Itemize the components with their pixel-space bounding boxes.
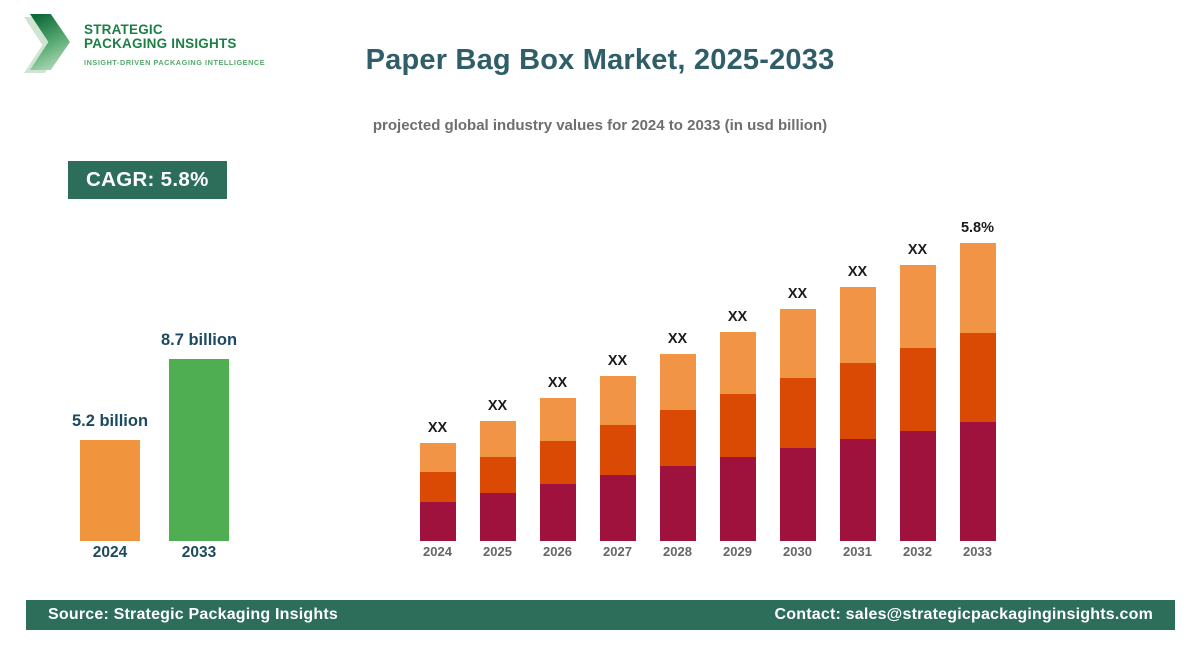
stacked-bar: [419, 443, 456, 541]
chevron-logo-icon: [24, 14, 74, 73]
summary-bar-category-label: 2033: [181, 544, 217, 561]
stacked-bar: [719, 332, 756, 541]
top-segment: [779, 309, 816, 378]
brand-name-line2: PACKAGING INSIGHTS: [84, 36, 237, 51]
bar-value-label: 5.8%: [960, 220, 995, 236]
top-segment: [599, 376, 636, 425]
middle-segment: [599, 425, 636, 475]
bottom-segment: [659, 466, 696, 541]
top-segment: [899, 265, 936, 348]
bottom-segment: [479, 493, 516, 541]
bar-category-label: 2031: [843, 544, 872, 559]
summary-bar-category-label: 2024: [92, 544, 128, 561]
middle-segment: [539, 441, 576, 484]
bottom-segment: [899, 431, 936, 541]
bar-value-label: XX: [727, 309, 748, 325]
middle-segment: [419, 472, 456, 502]
brand-tagline: INSIGHT-DRIVEN PACKAGING INTELLIGENCE: [84, 58, 266, 67]
bar-category-label: 2032: [903, 544, 932, 559]
summary-bar-2033: [169, 359, 229, 541]
stacked-bar-group-2027: XX 2027: [599, 353, 636, 559]
stacked-bar-group-2028: XX 2028: [659, 331, 696, 559]
bar-category-label: 2033: [963, 544, 992, 559]
bar-value-label: XX: [547, 375, 568, 391]
summary-bar-value-label: 8.7 billion: [160, 331, 238, 349]
stacked-bar: [479, 421, 516, 541]
bottom-segment: [779, 448, 816, 541]
summary-bar-2024: [80, 440, 140, 541]
top-segment: [419, 443, 456, 472]
brand-logo: STRATEGIC PACKAGING INSIGHTS INSIGHT-DRI…: [24, 14, 266, 73]
bar-value-label: XX: [427, 420, 448, 436]
stacked-bar-group-2026: XX 2026: [539, 375, 576, 559]
stacked-bar: [899, 265, 936, 541]
page-title: Paper Bag Box Market, 2025-2033: [365, 44, 835, 76]
footer-source: Source: Strategic Packaging Insights: [48, 606, 338, 623]
bar-category-label: 2024: [423, 544, 452, 559]
bar-value-label: XX: [607, 353, 628, 369]
bar-category-label: 2027: [603, 544, 632, 559]
middle-segment: [479, 457, 516, 493]
top-segment: [719, 332, 756, 394]
bar-category-label: 2030: [783, 544, 812, 559]
bar-category-label: 2025: [483, 544, 512, 559]
summary-bar-group-2033: 8.7 billion 2033: [161, 331, 237, 561]
summary-chart: 5.2 billion 2024 8.7 billion 2033: [60, 320, 260, 565]
bottom-segment: [719, 457, 756, 541]
bottom-segment: [599, 475, 636, 541]
stacked-bar-group-2025: XX 2025: [479, 398, 516, 559]
bar-value-label: XX: [487, 398, 508, 414]
stacked-bar: [959, 243, 996, 541]
middle-segment: [779, 378, 816, 448]
bottom-segment: [539, 484, 576, 541]
stacked-bar-group-2030: XX 2030: [779, 286, 816, 559]
main-chart: XX 2024 XX 2025 XX 2026 XX 2027 XX 2028 XX 2029 XX 20…: [400, 200, 1020, 565]
bar-category-label: 2028: [663, 544, 692, 559]
summary-bar-value-label: 5.2 billion: [71, 412, 149, 430]
middle-segment: [659, 410, 696, 466]
bar-category-label: 2026: [543, 544, 572, 559]
middle-segment: [719, 394, 756, 457]
bottom-segment: [839, 439, 876, 541]
stacked-bar-group-2031: XX 2031: [839, 264, 876, 559]
stacked-bar: [539, 398, 576, 541]
top-segment: [659, 354, 696, 410]
top-segment: [839, 287, 876, 363]
brand-name-line1: STRATEGIC: [84, 22, 163, 37]
middle-segment: [959, 333, 996, 422]
bar-value-label: XX: [787, 286, 808, 302]
stacked-bar: [779, 309, 816, 541]
bar-value-label: XX: [667, 331, 688, 347]
stacked-bar: [659, 354, 696, 541]
brand-wordmark: STRATEGIC PACKAGING INSIGHTS INSIGHT-DRI…: [84, 14, 266, 68]
bar-value-label: XX: [907, 242, 928, 258]
bar-category-label: 2029: [723, 544, 752, 559]
footer-contact: Contact: sales@strategicpackaginginsight…: [774, 606, 1153, 623]
summary-bar-group-2024: 5.2 billion 2024: [72, 412, 148, 561]
stacked-bar-group-2032: XX 2032: [899, 242, 936, 559]
bottom-segment: [959, 422, 996, 541]
footer-bar: Source: Strategic Packaging Insights Con…: [26, 600, 1175, 630]
bar-value-label: XX: [847, 264, 868, 280]
stacked-bar: [599, 376, 636, 541]
page-subtitle: projected global industry values for 202…: [372, 117, 828, 134]
cagr-badge: CAGR: 5.8%: [68, 161, 227, 199]
middle-segment: [839, 363, 876, 439]
stacked-bar-group-2024: XX 2024: [419, 420, 456, 559]
top-segment: [539, 398, 576, 441]
bottom-segment: [419, 502, 456, 541]
stacked-bar: [839, 287, 876, 541]
stacked-bar-group-2033: 5.8% 2033: [959, 220, 996, 559]
top-segment: [479, 421, 516, 457]
stacked-bar-group-2029: XX 2029: [719, 309, 756, 559]
top-segment: [959, 243, 996, 333]
middle-segment: [899, 348, 936, 431]
